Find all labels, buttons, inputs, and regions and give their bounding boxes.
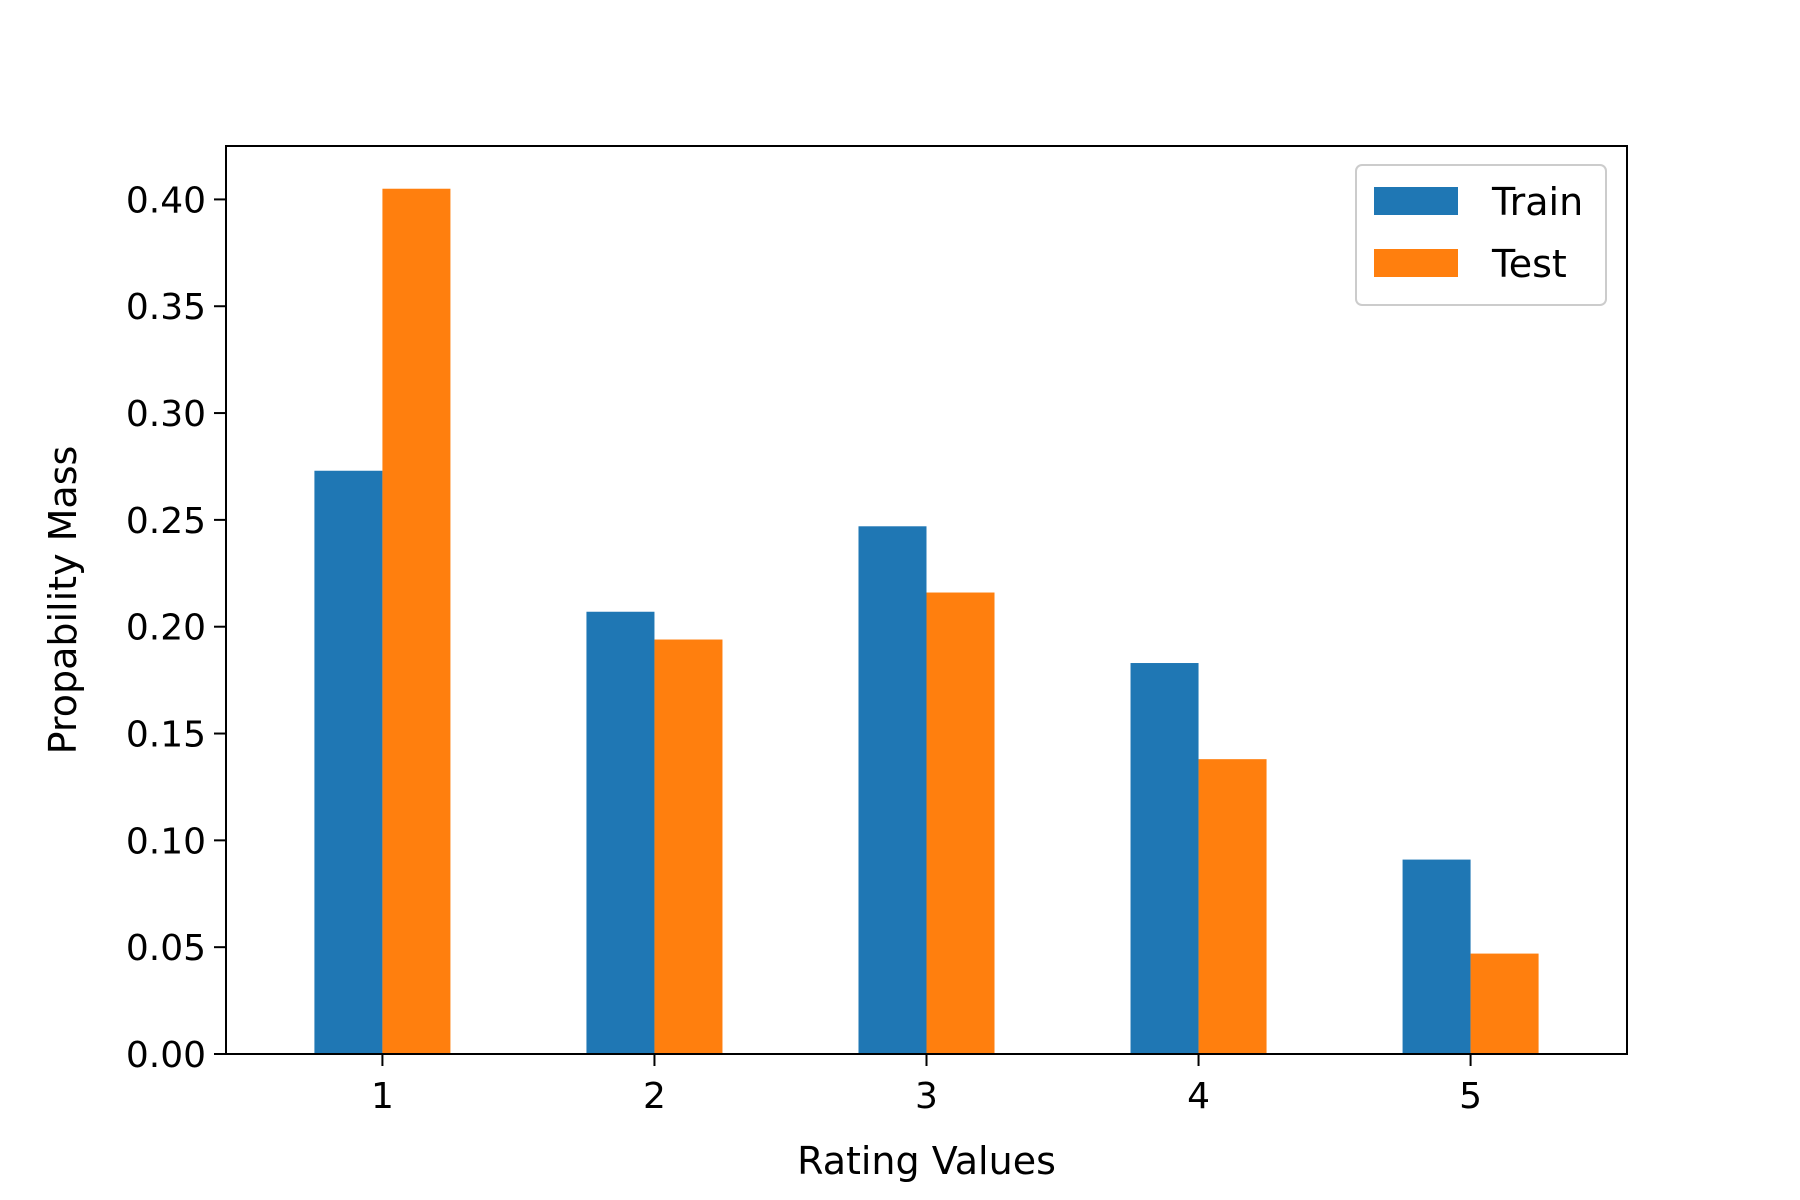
bar-train-2: [586, 611, 655, 1054]
x-axis-label: Rating Values: [797, 1139, 1056, 1183]
legend: Train Test: [1355, 164, 1607, 306]
bar-test-5: [1470, 953, 1539, 1054]
bar-test-2: [654, 639, 723, 1054]
legend-swatch-test: [1374, 249, 1458, 277]
bar-train-3: [858, 526, 927, 1054]
y-tick-label: 0.35: [126, 287, 206, 328]
y-tick-label: 0.30: [126, 394, 206, 435]
y-tick-label: 0.40: [126, 180, 206, 221]
x-tick-label: 3: [915, 1076, 938, 1117]
bar-test-1: [382, 188, 451, 1054]
y-axis-label: Propability Mass: [41, 446, 85, 755]
legend-swatch-train: [1374, 187, 1458, 215]
y-tick-label: 0.00: [126, 1035, 206, 1076]
y-tick-label: 0.25: [126, 501, 206, 542]
y-axis: 0.00 0.05 0.10 0.15 0.20 0.25 0.30 0.35 0.40: [126, 180, 226, 1076]
bars-layer: [314, 188, 1539, 1054]
plot-frame: [225, 145, 1628, 1055]
bar-test-3: [926, 592, 995, 1054]
y-tick-label: 0.20: [126, 608, 206, 649]
x-tick-label: 4: [1187, 1076, 1210, 1117]
legend-label-test: Test: [1491, 242, 1567, 286]
y-tick-label: 0.10: [126, 821, 206, 862]
x-tick-label: 2: [643, 1076, 666, 1117]
bar-test-4: [1198, 759, 1267, 1054]
legend-label-train: Train: [1491, 180, 1583, 224]
y-tick-label: 0.15: [126, 715, 206, 756]
bar-train-4: [1130, 663, 1199, 1054]
x-axis: 1 2 3 4 5: [371, 1054, 1482, 1117]
x-tick-label: 5: [1459, 1076, 1482, 1117]
y-tick-label: 0.05: [126, 928, 206, 969]
x-tick-label: 1: [371, 1076, 394, 1117]
bar-train-5: [1402, 859, 1471, 1054]
bar-train-1: [314, 470, 383, 1054]
